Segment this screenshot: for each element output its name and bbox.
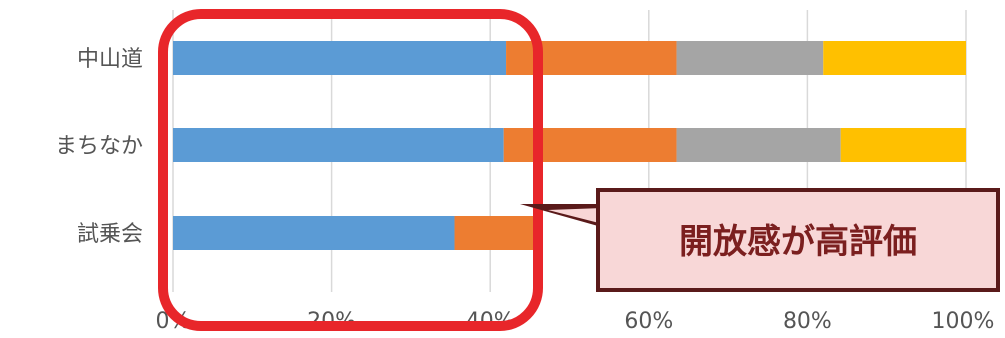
category-label: 試乗会 [77,222,143,247]
callout-text: 開放感が高評価 [679,222,917,262]
bar-segment [173,128,504,162]
bar-segment [173,216,455,250]
bar-segment [173,41,507,75]
bar-segment [506,41,677,75]
x-tick-label: 60% [624,309,673,334]
bar-segment [503,128,677,162]
bars [173,41,966,250]
x-tick-label: 80% [783,309,832,334]
bar-segment [454,216,534,250]
callout: 開放感が高評価 [520,188,1000,292]
bar-segment [676,41,824,75]
callout-box [598,190,998,290]
x-tick-label: 100% [932,309,995,334]
callout-pointer-inner [548,208,603,224]
bar-segment [840,128,966,162]
callout-box-border [596,188,1000,292]
bar-segment [676,128,841,162]
bar-segment [823,41,966,75]
category-label: まちなか [55,134,143,159]
category-label: 中山道 [77,47,143,72]
highlight-box [158,9,543,331]
